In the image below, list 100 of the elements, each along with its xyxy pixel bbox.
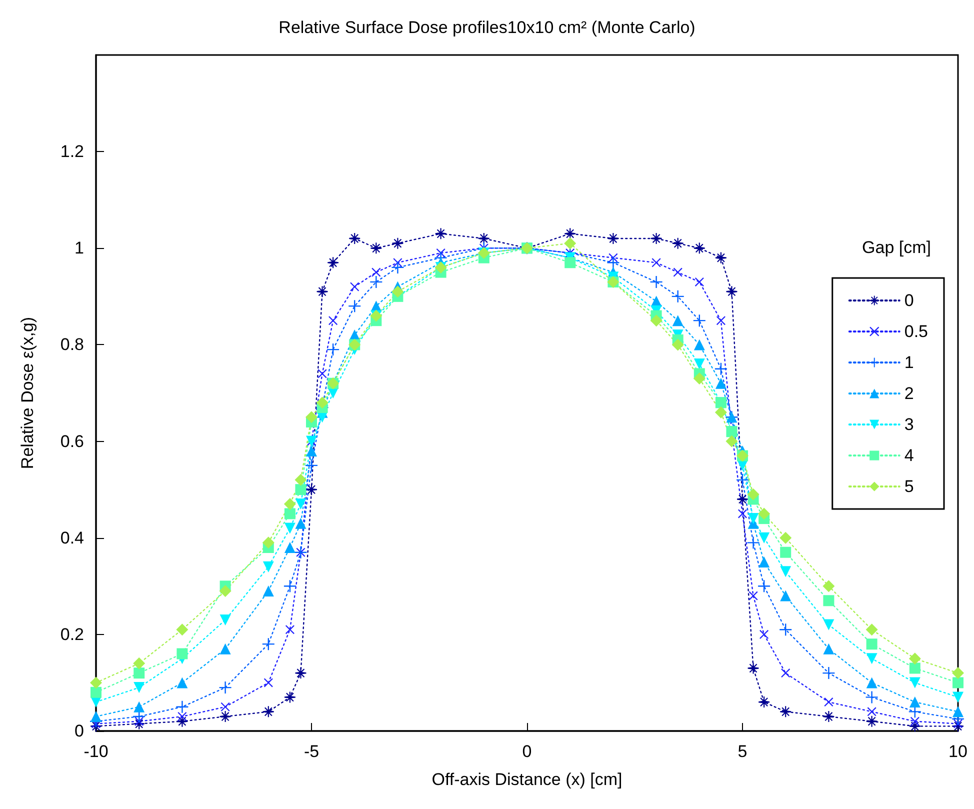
point <box>823 595 834 606</box>
point <box>133 657 146 670</box>
point <box>90 676 102 689</box>
point <box>672 315 684 326</box>
point <box>608 232 619 244</box>
chart-title: Relative Surface Dose profiles10x10 cm² (Monte Carlo) <box>278 18 696 37</box>
point <box>220 643 231 654</box>
point <box>780 532 792 544</box>
y-tick-label: 1 <box>74 238 84 258</box>
point <box>220 702 230 712</box>
point <box>90 686 102 698</box>
point <box>726 286 738 298</box>
point <box>748 513 759 524</box>
point <box>694 277 704 286</box>
y-tick-label: 0.2 <box>60 624 84 644</box>
point <box>220 614 231 626</box>
point <box>176 624 188 636</box>
point <box>392 238 404 249</box>
point <box>726 435 738 448</box>
point <box>134 682 145 694</box>
y-tick-label: 0.6 <box>60 432 84 451</box>
point <box>328 257 339 268</box>
point <box>908 652 921 665</box>
point <box>285 625 294 634</box>
point <box>295 498 306 510</box>
point <box>262 536 274 549</box>
point <box>650 232 662 244</box>
point <box>952 667 964 680</box>
legend-label: 5 <box>904 477 914 496</box>
legend-title: Gap [cm] <box>862 238 932 257</box>
point <box>694 242 705 254</box>
point <box>176 700 188 713</box>
point <box>176 677 188 688</box>
point <box>316 286 328 298</box>
legend-label: 1 <box>904 353 914 372</box>
point <box>867 707 876 716</box>
point <box>758 556 770 568</box>
point <box>220 711 231 722</box>
y-axis-title: Relative Dose ε(x,g) <box>18 316 37 470</box>
point <box>909 696 920 708</box>
y-tick-label: 0.8 <box>60 335 84 354</box>
point <box>178 712 187 722</box>
point <box>714 406 727 418</box>
point <box>694 358 705 370</box>
point <box>672 238 684 249</box>
y-tick-label: 0 <box>74 722 84 740</box>
point <box>673 268 682 277</box>
point <box>716 316 726 326</box>
point <box>824 698 834 707</box>
point <box>866 653 878 664</box>
point <box>866 677 878 688</box>
point <box>370 242 382 254</box>
point <box>866 624 878 636</box>
point <box>910 716 920 726</box>
point <box>823 619 834 630</box>
point <box>564 228 576 240</box>
point <box>607 256 620 269</box>
point <box>650 276 662 288</box>
point <box>284 522 296 534</box>
x-tick-label: 0 <box>522 742 532 761</box>
point <box>693 372 706 385</box>
point <box>134 668 145 679</box>
point <box>748 662 759 674</box>
point <box>564 237 576 250</box>
point <box>780 566 792 578</box>
point <box>316 396 328 409</box>
point <box>715 252 726 264</box>
point <box>866 638 878 650</box>
point <box>219 682 232 694</box>
point <box>780 546 792 558</box>
point <box>134 716 144 726</box>
point <box>823 643 834 654</box>
point <box>760 630 769 639</box>
point <box>672 290 684 302</box>
point <box>747 488 760 500</box>
point <box>758 532 770 544</box>
point <box>780 590 792 602</box>
point <box>284 508 296 520</box>
point <box>823 711 834 722</box>
point <box>306 411 318 424</box>
point <box>392 261 404 274</box>
point <box>758 508 770 520</box>
point <box>306 484 317 496</box>
point <box>176 648 188 660</box>
legend-label: 4 <box>904 446 914 465</box>
x-tick-label: 5 <box>738 742 748 761</box>
point <box>435 228 446 240</box>
point <box>909 662 920 674</box>
point <box>350 282 360 292</box>
point <box>134 701 145 712</box>
point <box>952 706 964 718</box>
point <box>866 716 878 727</box>
point <box>262 706 274 718</box>
x-tick-label: 10 <box>948 742 968 761</box>
point <box>284 542 296 554</box>
point <box>219 584 232 597</box>
point <box>478 232 490 244</box>
point <box>318 369 327 378</box>
point <box>822 580 835 592</box>
point <box>952 677 964 688</box>
